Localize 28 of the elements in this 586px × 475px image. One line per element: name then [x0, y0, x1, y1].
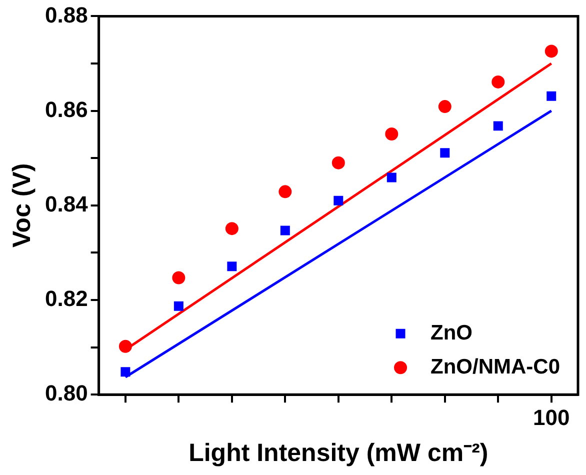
point: [386, 172, 396, 182]
point: [544, 44, 558, 58]
y-tick-label: 0.84: [44, 191, 89, 216]
point: [278, 185, 292, 198]
y-axis-title: Voc (V): [8, 163, 36, 248]
x-tick-label: 100: [533, 404, 570, 430]
point: [493, 121, 503, 131]
point: [546, 91, 556, 101]
point: [332, 156, 345, 170]
point: [120, 367, 130, 377]
point: [225, 222, 238, 236]
y-tick-label: 0.80: [44, 380, 88, 406]
x-axis-title: Light Intensity (mW cm⁻²): [188, 438, 488, 467]
y-tick-label: 0.86: [44, 96, 88, 122]
point: [174, 301, 184, 311]
y-tick-label: 0.82: [44, 286, 88, 312]
point: [438, 100, 452, 114]
point: [280, 226, 290, 236]
legend-label: ZnO: [430, 321, 473, 344]
point: [334, 196, 344, 206]
point: [118, 340, 132, 353]
point: [385, 127, 398, 140]
point: [227, 262, 237, 272]
point: [172, 271, 186, 284]
legend-label: ZnO/NMA-C0: [430, 355, 560, 378]
point: [492, 75, 505, 88]
point: [440, 148, 450, 158]
y-tick-label: 0.88: [44, 2, 88, 28]
